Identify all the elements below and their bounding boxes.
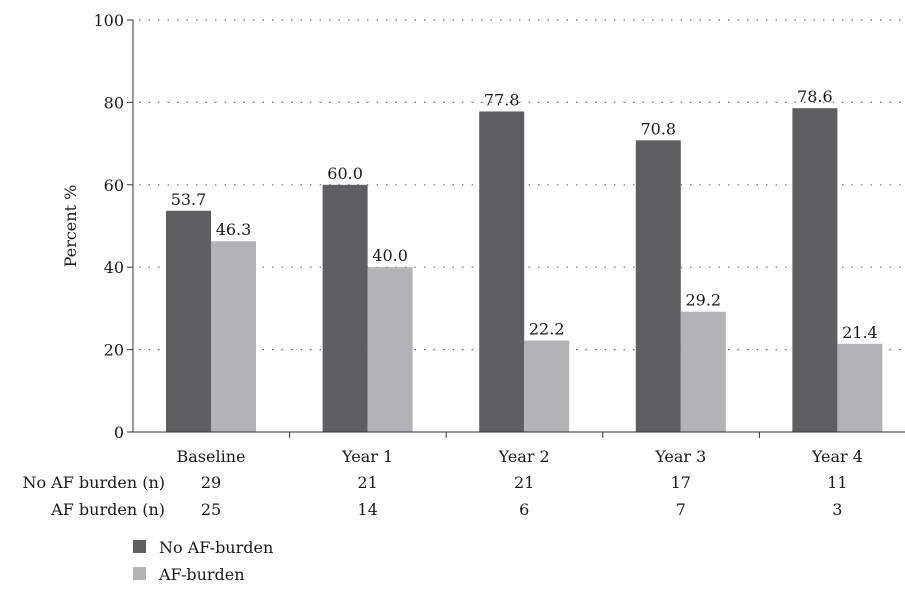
- data-label: 53.7: [171, 190, 207, 209]
- bar: [635, 140, 681, 432]
- count-value: 21: [514, 473, 534, 492]
- bar: [322, 184, 368, 432]
- count-table: No AF burden (n) 29 21 21 17 11 AF burden (n) 2…: [22, 473, 847, 519]
- category-label: Year 4: [811, 447, 863, 466]
- data-labels: 53.7 46.3 60.0 40.0 77.8 22.2 70.8 29.2 78.6 21.4: [171, 87, 878, 342]
- gridlines: [139, 19, 903, 351]
- y-tick-label: 0: [114, 423, 124, 442]
- bar: [524, 340, 570, 432]
- y-ticks: 0 20 40 60 80 100: [93, 11, 133, 442]
- data-label: 77.8: [484, 90, 520, 109]
- count-value: 29: [201, 473, 221, 492]
- legend-swatch: [133, 567, 146, 580]
- y-axis-title: Percent %: [61, 185, 80, 268]
- category-label: Year 3: [654, 447, 706, 466]
- count-value: 25: [201, 500, 221, 519]
- bars: [166, 108, 883, 433]
- y-tick-label: 40: [104, 258, 124, 277]
- data-label: 21.4: [842, 323, 878, 342]
- y-tick-label: 80: [104, 93, 124, 112]
- count-value: 21: [357, 473, 377, 492]
- category-label: Year 2: [498, 447, 550, 466]
- y-tick-label: 20: [104, 341, 124, 360]
- data-label: 29.2: [685, 291, 721, 310]
- count-row-label: No AF burden (n): [22, 473, 165, 492]
- y-tick-label: 60: [104, 176, 124, 195]
- count-value: 11: [827, 473, 847, 492]
- data-label: 40.0: [372, 246, 408, 265]
- y-tick-label: 100: [93, 11, 124, 30]
- bar: [479, 111, 525, 433]
- legend-swatch: [133, 540, 146, 553]
- data-label: 60.0: [327, 164, 363, 183]
- count-value: 6: [519, 500, 529, 519]
- bar: [837, 343, 883, 432]
- legend-label: AF-burden: [158, 565, 245, 584]
- bar: [166, 210, 211, 432]
- count-value: 14: [357, 500, 377, 519]
- bar: [367, 267, 413, 432]
- count-value: 3: [832, 500, 842, 519]
- count-value: 7: [676, 500, 686, 519]
- count-row-label: AF burden (n): [50, 500, 165, 519]
- bar: [211, 241, 256, 432]
- axes: [132, 20, 905, 438]
- bar: [680, 311, 726, 432]
- bar: [792, 108, 838, 432]
- count-value: 17: [671, 473, 691, 492]
- category-label: Baseline: [177, 447, 246, 466]
- data-label: 22.2: [529, 320, 565, 339]
- data-label: 78.6: [797, 87, 833, 106]
- category-label: Year 1: [341, 447, 393, 466]
- legend-label: No AF-burden: [159, 538, 273, 557]
- data-label: 70.8: [640, 119, 676, 138]
- data-label: 46.3: [216, 220, 252, 239]
- legend: No AF-burden AF-burden: [133, 538, 273, 584]
- category-labels: Baseline Year 1 Year 2 Year 3 Year 4: [177, 447, 863, 466]
